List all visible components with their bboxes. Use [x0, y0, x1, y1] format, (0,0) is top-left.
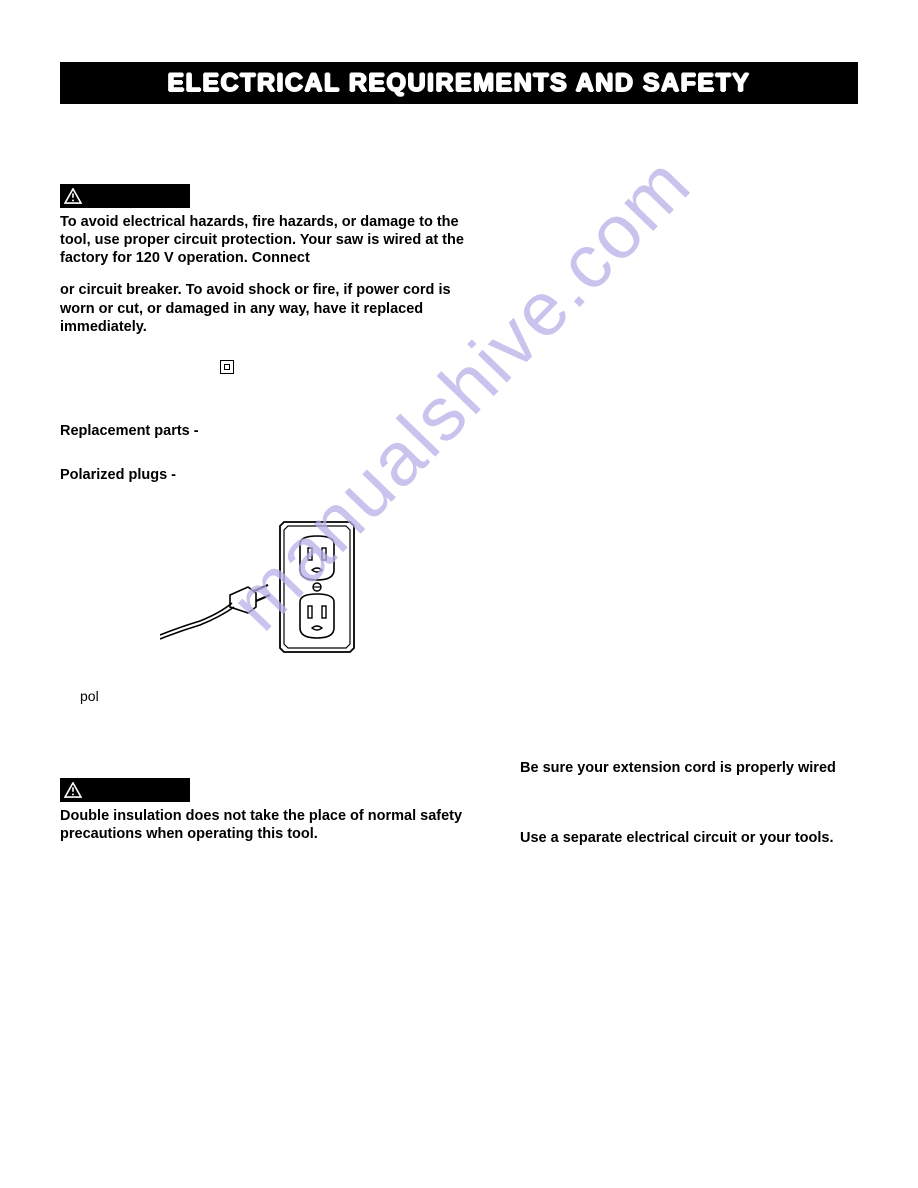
warning-badge-1: [60, 184, 190, 208]
content-area: To avoid electrical hazards, fire hazard…: [60, 184, 858, 843]
polarized-plugs-label: Polarized plugs -: [60, 467, 470, 483]
plug-outlet-illustration: [160, 515, 380, 655]
warning-badge-2: [60, 778, 190, 802]
double-insulation-icon: [220, 360, 234, 374]
separate-circuit-note: Use a separate electrical circuit or you…: [520, 829, 900, 847]
warning-icon: [64, 188, 82, 204]
extension-cord-note: Be sure your extension cord is properly …: [520, 759, 900, 777]
warning-icon: [64, 782, 82, 798]
warning-text-2: Double insulation does not take the plac…: [60, 807, 470, 843]
page-title: ELECTRICAL REQUIREMENTS AND SAFETY: [168, 69, 751, 98]
warning-text-1b: or circuit breaker. To avoid shock or fi…: [60, 281, 470, 335]
left-column: To avoid electrical hazards, fire hazard…: [60, 184, 470, 843]
figure-label: pol: [80, 688, 470, 704]
right-column: Be sure your extension cord is properly …: [520, 759, 900, 847]
replacement-parts-label: Replacement parts -: [60, 423, 470, 439]
title-bar: ELECTRICAL REQUIREMENTS AND SAFETY: [60, 62, 858, 104]
warning-text-1a: To avoid electrical hazards, fire hazard…: [60, 213, 470, 267]
